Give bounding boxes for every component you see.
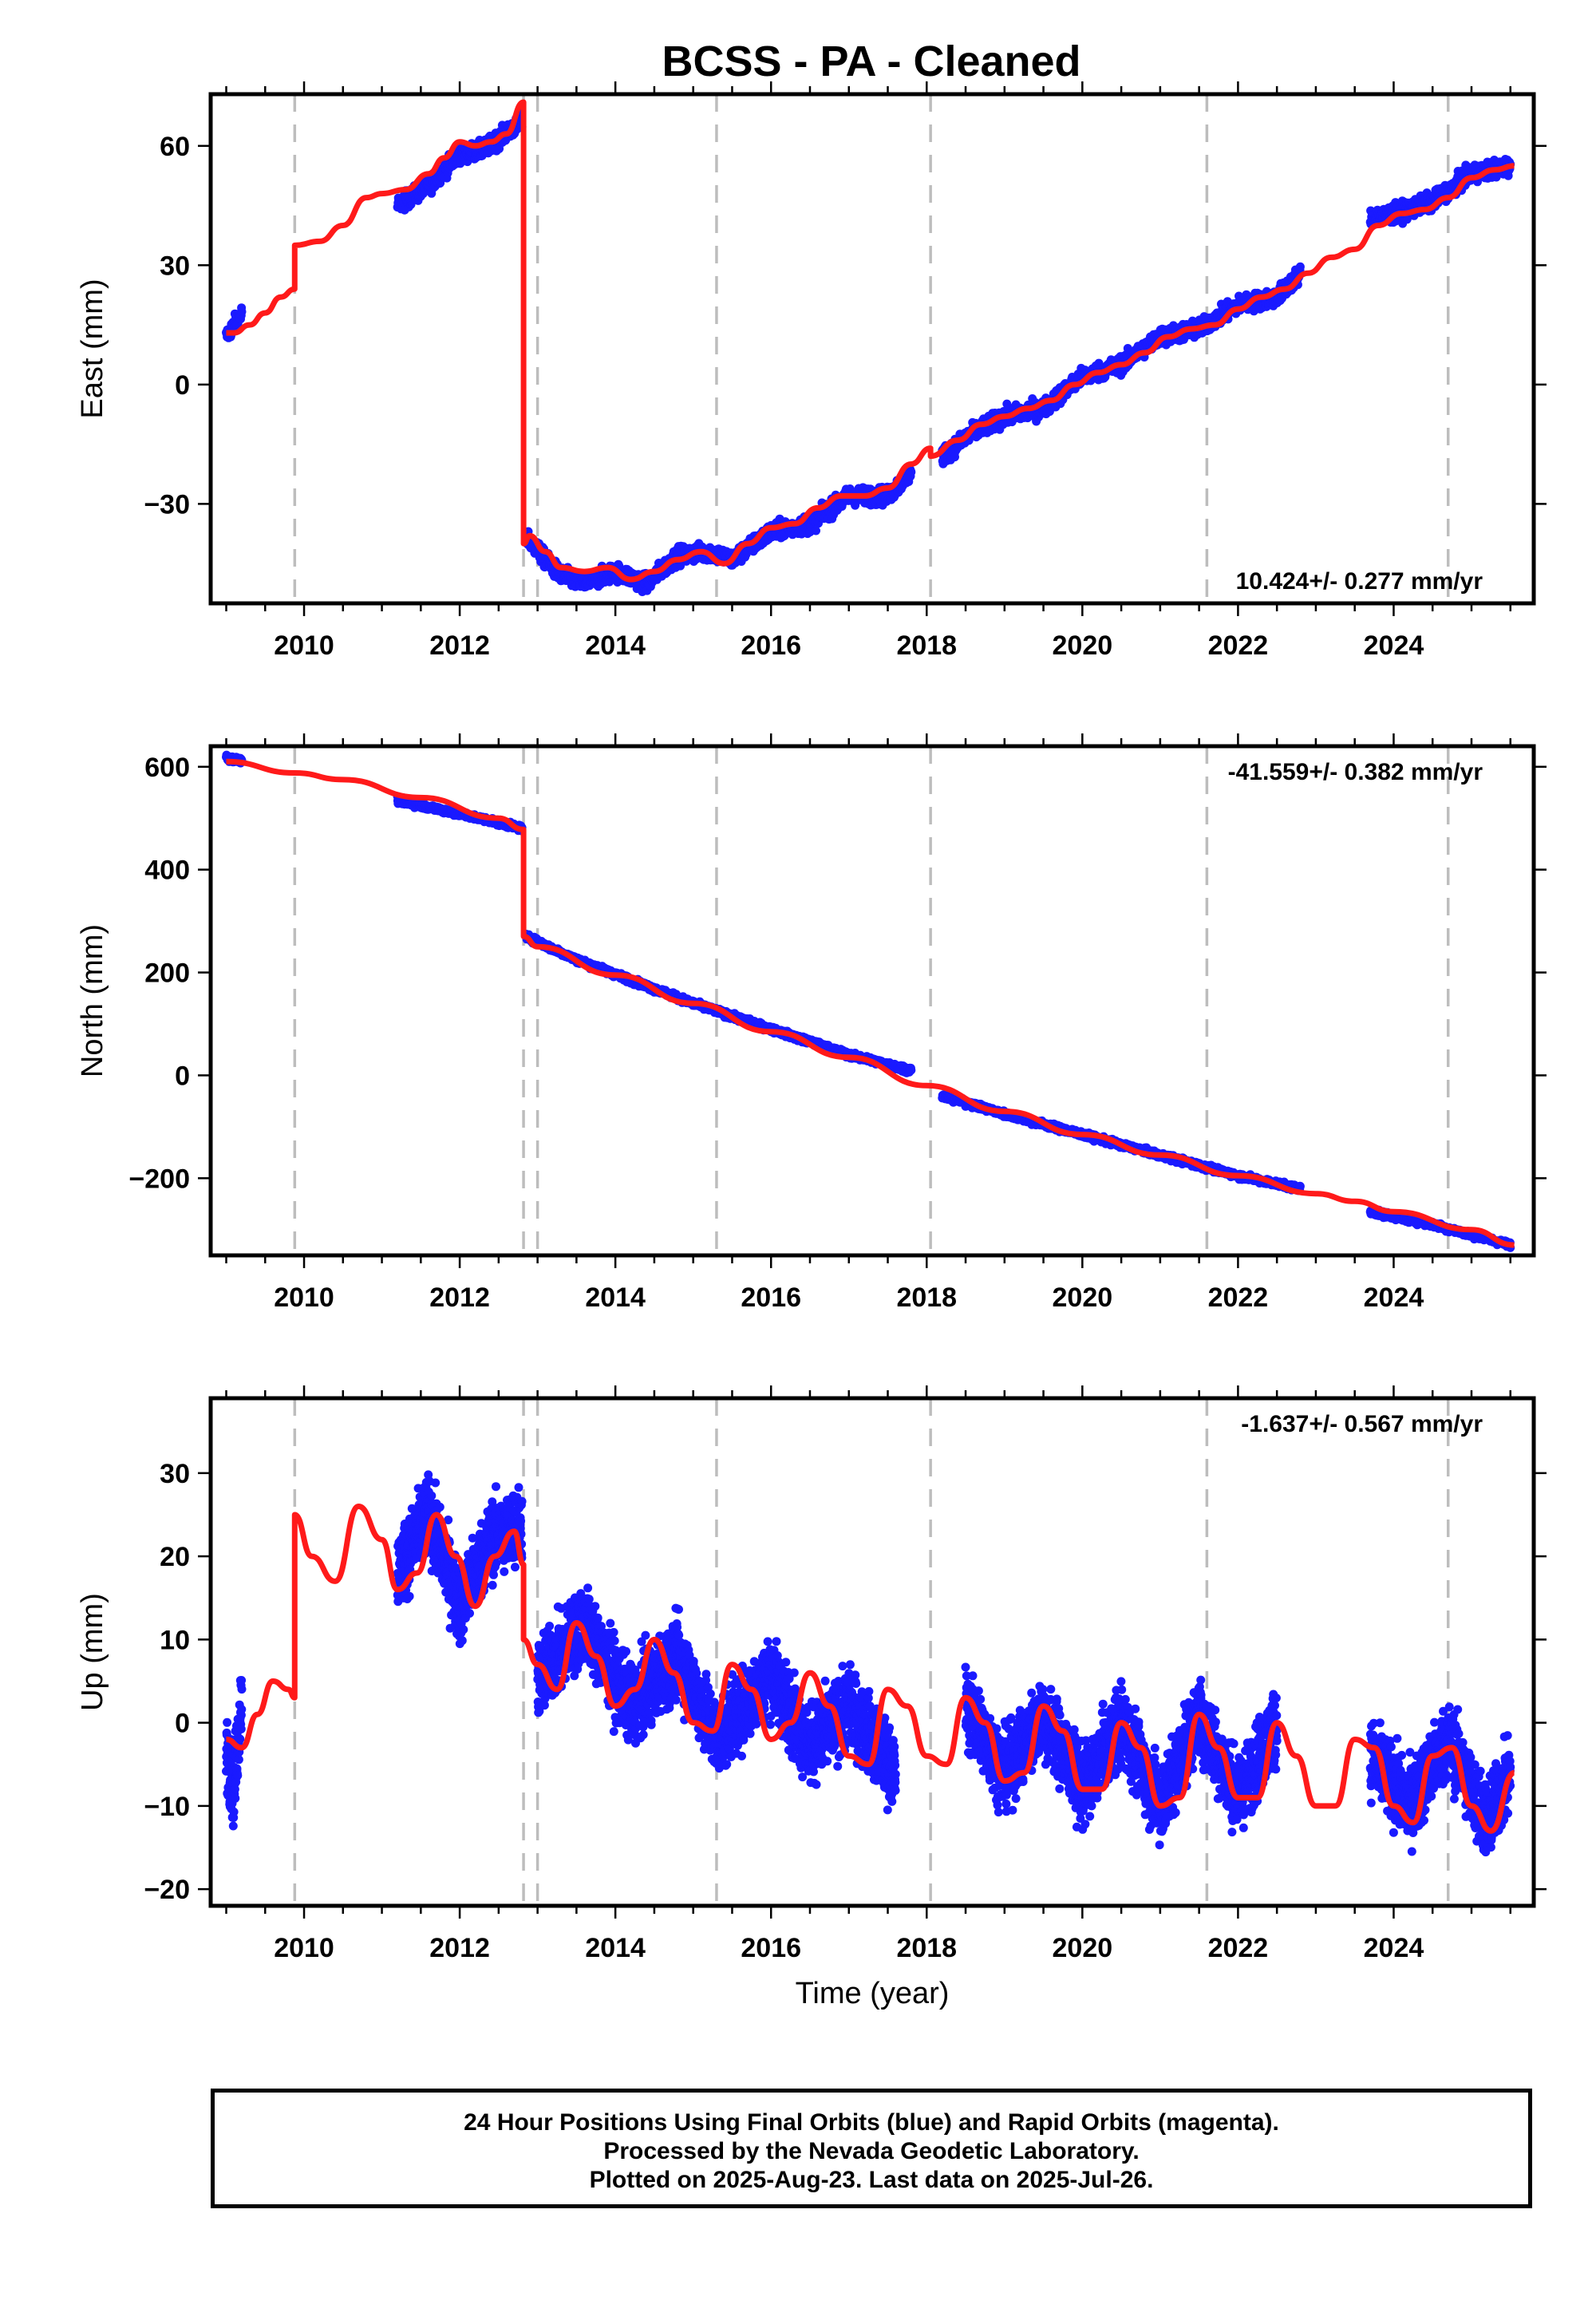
data-point (237, 307, 247, 317)
plot-area (222, 99, 1515, 596)
plot-frame (208, 92, 1536, 606)
rate-label: 10.424+/- 0.277 mm/yr (1236, 568, 1483, 595)
x-tick-label: 2012 (429, 630, 490, 661)
x-tick-label: 2014 (585, 630, 646, 661)
east-panel: 2010 2012 2014 2016 2018 2020 2022 2024 60 30 0 −30… (76, 81, 1547, 661)
data-point (907, 468, 916, 476)
data-point (812, 526, 820, 536)
chart-title: BCSS - PA - Cleaned (662, 38, 1080, 85)
data-point (1295, 262, 1305, 271)
x-tick-label: 2022 (1208, 630, 1269, 661)
data-points (222, 750, 1515, 1252)
y-tick-label: 30 (160, 251, 190, 281)
x-tick-label: 2016 (741, 630, 801, 661)
x-tick-label: 2010 (274, 630, 334, 661)
x-tick-label: 2020 (1053, 630, 1113, 661)
north-panel: 2010 2012 2014 2016 2018 2020 2022 202460040020… (76, 733, 1547, 1313)
y-tick-label: 60 (160, 132, 190, 162)
x-tick-label: 2018 (896, 630, 957, 661)
y-axis-label: East (mm) (76, 279, 109, 418)
y-tick-label: −30 (144, 489, 190, 520)
y-tick-label: 0 (175, 370, 190, 401)
plot-area (222, 750, 1515, 1252)
x-tick-label: 2024 (1364, 630, 1424, 661)
